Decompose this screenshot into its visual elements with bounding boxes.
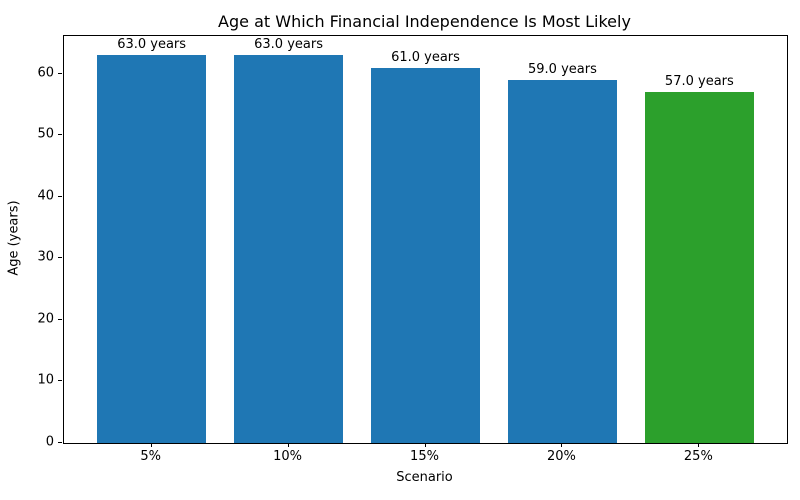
x-tick-mark: [561, 443, 563, 447]
y-tick-mark: [58, 257, 62, 259]
y-tick-mark: [58, 134, 62, 136]
x-tick-label: 5%: [140, 449, 161, 464]
y-tick-mark: [58, 72, 62, 74]
bar-value-label: 57.0 years: [664, 74, 734, 90]
y-tick-mark: [58, 318, 62, 320]
y-tick-label: 50: [37, 126, 54, 142]
y-tick-label: 30: [37, 249, 54, 265]
x-tick-label: 10%: [273, 449, 303, 464]
y-tick-label: 40: [37, 188, 54, 204]
x-tick-mark: [150, 443, 152, 447]
bar-5%: [96, 55, 207, 443]
y-tick-label: 10: [37, 372, 54, 388]
bar-value-label: 61.0 years: [391, 49, 460, 65]
x-tick-mark: [424, 443, 426, 447]
y-tick-label: 20: [37, 311, 54, 327]
bar-20%: [507, 80, 618, 443]
x-tick-label: 25%: [683, 449, 713, 464]
x-axis-label: Scenario: [396, 470, 453, 485]
bar-value-label: 63.0 years: [254, 37, 323, 53]
y-tick-label: 0: [45, 434, 54, 450]
x-tick-label: 20%: [546, 449, 576, 464]
bar-25%: [644, 92, 755, 443]
y-tick-mark: [58, 380, 62, 382]
x-tick-label: 15%: [410, 449, 439, 464]
x-tick-mark: [698, 443, 700, 447]
chart-title: Age at Which Financial Independence Is M…: [218, 12, 631, 31]
bar-value-label: 59.0 years: [527, 61, 597, 77]
y-tick-label: 60: [37, 65, 54, 81]
plot-area: 63.0 years 63.0 years 61.0 years 59.0 years…: [63, 35, 788, 444]
y-tick-mark: [58, 195, 62, 197]
bar-15%: [370, 67, 481, 443]
x-tick-mark: [287, 443, 289, 447]
y-tick-mark: [58, 442, 62, 443]
bar-10%: [233, 55, 344, 443]
bar-value-label: 63.0 years: [117, 37, 187, 53]
